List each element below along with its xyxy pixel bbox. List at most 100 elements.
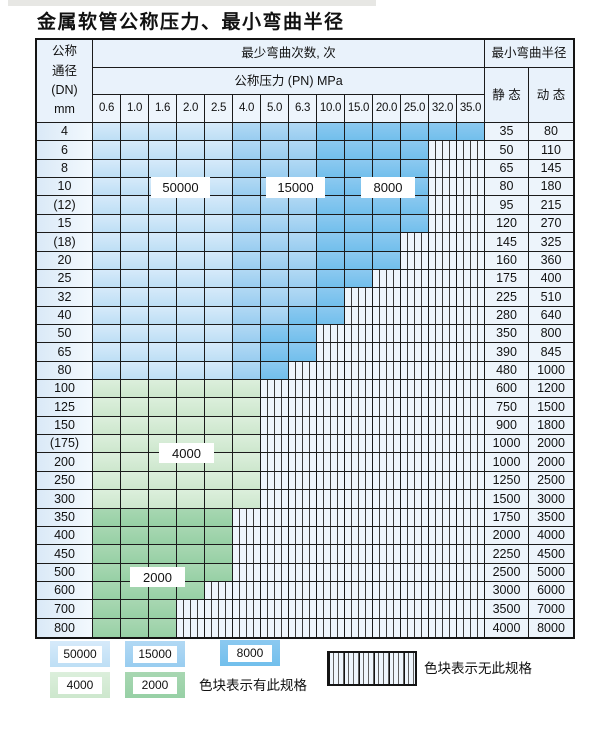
spec-cell-x xyxy=(457,600,485,619)
pressure-tick: 20.0 xyxy=(373,95,401,123)
dn-cell: 20 xyxy=(37,251,93,270)
spec-cell-g1 xyxy=(177,398,205,417)
spec-cell-x xyxy=(401,618,429,637)
static-radius-cell: 3000 xyxy=(485,581,529,601)
spec-cell-x xyxy=(457,435,485,454)
spec-cell-b3 xyxy=(345,269,373,289)
dynamic-radius-cell: 270 xyxy=(529,214,573,234)
spec-cell-x xyxy=(401,545,429,564)
dn-cell: 125 xyxy=(37,398,93,417)
static-radius-cell: 225 xyxy=(485,288,529,307)
spec-cell-g1 xyxy=(93,380,121,399)
spec-cell-g2 xyxy=(149,508,177,527)
pressure-tick: 5.0 xyxy=(261,95,289,123)
spec-cell-b3 xyxy=(317,214,345,234)
spec-cell-x xyxy=(289,581,317,601)
spec-cell-b3 xyxy=(401,196,429,215)
spec-cell-x xyxy=(373,563,401,582)
spec-cell-b2 xyxy=(233,196,261,215)
spec-cell-b1 xyxy=(93,343,121,362)
spec-cell-b1 xyxy=(149,123,177,142)
spec-cell-b1 xyxy=(149,251,177,270)
spec-cell-x xyxy=(317,581,345,601)
spec-cell-x xyxy=(457,416,485,436)
spec-cell-x xyxy=(457,269,485,289)
spec-cell-g2 xyxy=(121,526,149,546)
spec-cell-x xyxy=(345,416,373,436)
dynamic-radius-cell: 845 xyxy=(529,343,573,362)
spec-cell-x xyxy=(373,526,401,546)
spec-cell-x xyxy=(429,490,457,509)
pressure-tick: 2.5 xyxy=(205,95,233,123)
spec-cell-b2 xyxy=(261,123,289,142)
dn-cell: 65 xyxy=(37,343,93,362)
spec-cell-x xyxy=(289,508,317,527)
spec-cell-x xyxy=(233,581,261,601)
spec-cell-b3 xyxy=(429,123,457,142)
spec-cell-b1 xyxy=(149,306,177,325)
spec-cell-b3 xyxy=(345,141,373,160)
spec-cell-b3 xyxy=(345,196,373,215)
spec-cell-x xyxy=(261,398,289,417)
spec-cell-g2 xyxy=(205,508,233,527)
spec-cell-x xyxy=(401,563,429,582)
dn-cell: 80 xyxy=(37,361,93,380)
spec-cell-b2 xyxy=(261,214,289,234)
spec-cell-x xyxy=(429,141,457,160)
spec-cell-b1 xyxy=(121,251,149,270)
region-label-8000: 8000 xyxy=(361,177,415,198)
spec-cell-x xyxy=(289,453,317,472)
dn-cell: 300 xyxy=(37,490,93,509)
static-radius-cell: 600 xyxy=(485,380,529,399)
spec-cell-b1 xyxy=(93,214,121,234)
spec-cell-x xyxy=(429,324,457,344)
spec-cell-g2 xyxy=(177,508,205,527)
dynamic-radius-cell: 5000 xyxy=(529,563,573,582)
spec-cell-b1 xyxy=(121,123,149,142)
static-radius-cell: 4000 xyxy=(485,618,529,637)
legend-swatch-label: 50000 xyxy=(58,645,102,663)
spec-cell-b3 xyxy=(317,233,345,252)
spec-cell-b3 xyxy=(373,123,401,142)
spec-cell-x xyxy=(317,490,345,509)
spec-cell-b1 xyxy=(177,269,205,289)
spec-cell-b2 xyxy=(261,159,289,179)
spec-cell-b3 xyxy=(317,288,345,307)
legend-swatch-label: 15000 xyxy=(133,645,177,663)
spec-cell-x xyxy=(429,526,457,546)
spec-cell-g1 xyxy=(205,416,233,436)
spec-cell-g1 xyxy=(93,453,121,472)
spec-cell-g2 xyxy=(177,526,205,546)
spec-cell-x xyxy=(373,581,401,601)
spec-cell-x xyxy=(429,618,457,637)
dynamic-column-header: 动 态 xyxy=(529,68,573,123)
spec-cell-x xyxy=(289,435,317,454)
spec-cell-g1 xyxy=(177,416,205,436)
spec-cell-g1 xyxy=(121,435,149,454)
spec-cell-x xyxy=(401,435,429,454)
spec-cell-x xyxy=(289,380,317,399)
spec-cell-x xyxy=(401,288,429,307)
spec-cell-b1 xyxy=(177,141,205,160)
spec-cell-g1 xyxy=(177,490,205,509)
spec-cell-g1 xyxy=(149,398,177,417)
spec-cell-x xyxy=(373,453,401,472)
radius-header: 最小弯曲半径 xyxy=(485,40,573,68)
spec-cell-g1 xyxy=(205,380,233,399)
region-label-15000: 15000 xyxy=(266,177,325,198)
dynamic-radius-cell: 800 xyxy=(529,324,573,344)
spec-cell-b1 xyxy=(121,178,149,197)
spec-cell-b1 xyxy=(177,214,205,234)
spec-cell-b1 xyxy=(177,306,205,325)
spec-cell-x xyxy=(401,361,429,380)
spec-cell-g1 xyxy=(233,435,261,454)
spec-cell-x xyxy=(429,159,457,179)
spec-cell-x xyxy=(289,600,317,619)
spec-cell-b1 xyxy=(121,306,149,325)
static-radius-cell: 480 xyxy=(485,361,529,380)
spec-cell-x xyxy=(429,361,457,380)
spec-cell-b1 xyxy=(205,269,233,289)
spec-cell-g2 xyxy=(205,526,233,546)
spec-cell-x xyxy=(429,416,457,436)
